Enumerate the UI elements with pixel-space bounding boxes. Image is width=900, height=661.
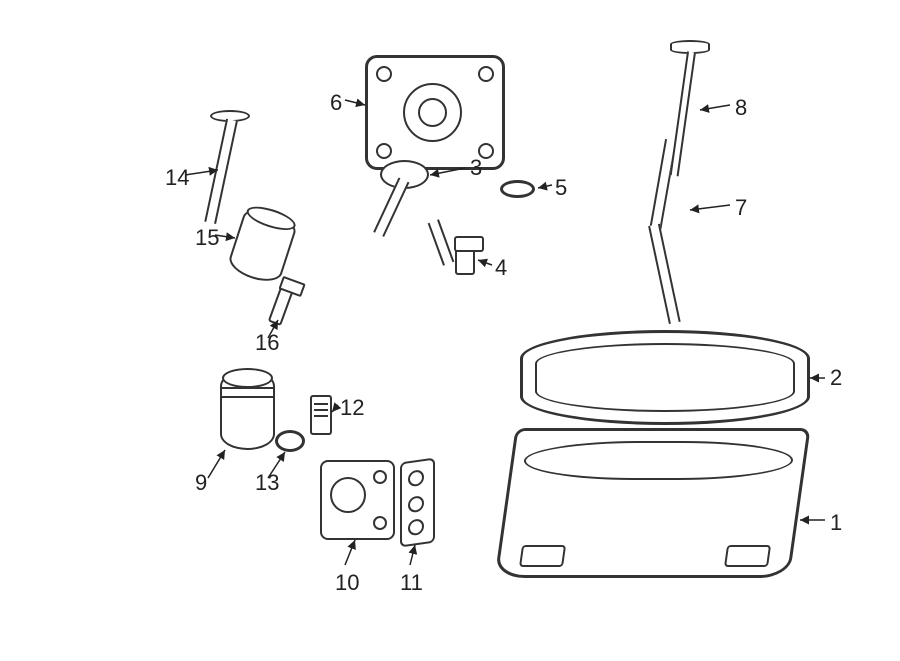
part-oil-pump [365,55,505,170]
part-oil-filter [220,370,275,450]
callout-16: 16 [255,330,279,356]
callout-13: 13 [255,470,279,496]
callout-10: 10 [335,570,359,596]
callout-2: 2 [830,365,842,391]
callout-6: 6 [330,90,342,116]
part-bolt-4 [455,240,475,275]
part-seal-ring [275,430,305,452]
callout-4: 4 [495,255,507,281]
part-bolt-16 [268,279,297,326]
parts-diagram-canvas: 1 2 3 4 5 6 7 8 9 10 11 12 13 14 15 16 [0,0,900,661]
part-oil-pan [494,428,810,578]
callout-7: 7 [735,195,747,221]
callout-8: 8 [735,95,747,121]
callout-9: 9 [195,470,207,496]
callout-14: 14 [165,165,189,191]
callout-12: 12 [340,395,364,421]
callout-5: 5 [555,175,567,201]
part-dipstick [665,40,715,180]
callout-3: 3 [470,155,482,181]
part-filter-adapter [320,460,395,540]
part-fitting [310,395,332,435]
callout-11: 11 [400,570,423,596]
part-o-ring [500,180,535,198]
callout-15: 15 [195,225,219,251]
part-adapter-gasket [400,458,435,548]
part-oil-pan-gasket [520,330,810,425]
callout-1: 1 [830,510,842,536]
